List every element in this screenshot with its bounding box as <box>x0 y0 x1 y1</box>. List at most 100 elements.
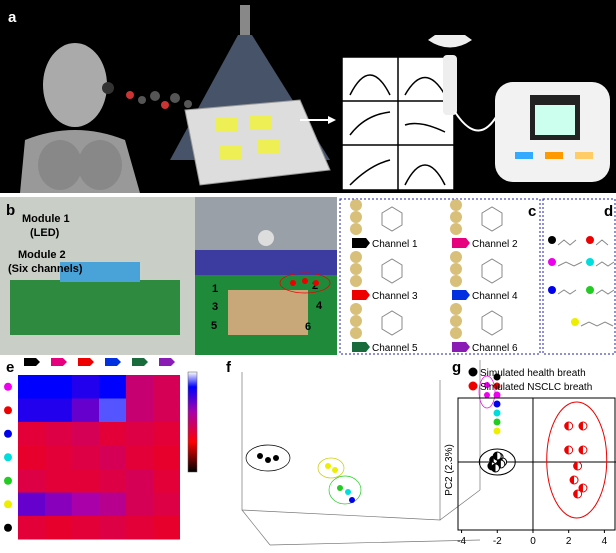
channel-swatch <box>452 238 470 248</box>
column-marker <box>51 358 67 366</box>
heat-cell <box>72 422 99 446</box>
heat-cell <box>99 516 126 540</box>
row-marker <box>4 523 12 532</box>
scatter-point-half <box>578 422 583 430</box>
heat-cell <box>72 516 99 540</box>
heat-cell <box>153 398 180 422</box>
ring <box>481 206 503 232</box>
plot-frame <box>457 397 616 531</box>
heat-cell <box>153 422 180 446</box>
heat-cell <box>18 422 45 446</box>
scatter-point-half <box>487 462 492 470</box>
scatter-point-half <box>573 462 578 470</box>
group-ellipse <box>546 401 608 519</box>
heat-cell <box>99 445 126 469</box>
y-axis-label: PC2 (2.3%) <box>444 444 455 496</box>
sensor-array <box>170 5 331 186</box>
panel-label: b <box>6 202 15 219</box>
panel-label: g <box>452 359 461 376</box>
handheld-device <box>428 35 610 182</box>
channel-label: Channel 6 <box>472 343 518 354</box>
pca-3d <box>241 272 496 546</box>
column-marker <box>24 358 40 366</box>
x-tick-label: 2 <box>566 536 572 547</box>
scatter-point-half <box>564 446 569 454</box>
row-marker <box>4 406 12 415</box>
column-marker <box>132 358 148 366</box>
response-curves <box>341 56 455 191</box>
pcb <box>10 280 180 335</box>
channel-label: Channel 5 <box>372 343 418 354</box>
heat-cell <box>72 375 99 399</box>
chip <box>228 290 308 335</box>
panel-c-box <box>339 198 541 355</box>
x-tick-label: -2 <box>493 536 502 547</box>
heat-cell <box>45 516 72 540</box>
heat-cell <box>126 492 153 516</box>
heat-cell <box>126 516 153 540</box>
heat-cell <box>45 492 72 516</box>
panel-label: d <box>604 203 613 220</box>
heat-cell <box>126 469 153 493</box>
scatter-point-half <box>570 476 575 484</box>
channel-number: 3 <box>212 301 218 313</box>
scatter-point-half <box>573 490 578 498</box>
gold-atom <box>450 223 462 235</box>
gold-atom <box>350 223 362 235</box>
gold-atom <box>350 263 362 275</box>
heat-cell <box>18 398 45 422</box>
module-label: (Six channels) <box>8 263 83 275</box>
column-marker <box>78 358 94 366</box>
panel-label: f <box>226 359 232 376</box>
heat-cell <box>99 492 126 516</box>
channel-swatch <box>352 238 370 248</box>
ring <box>481 258 503 284</box>
scatter-point-half <box>493 452 498 460</box>
heat-cell <box>45 375 72 399</box>
molecule-chain <box>126 91 192 109</box>
x-tick-label: 4 <box>602 536 608 547</box>
heat-cell <box>18 516 45 540</box>
molecule-icons <box>350 199 503 352</box>
pca-clusters <box>257 278 490 503</box>
gold-atom <box>450 263 462 275</box>
heat-cell <box>153 516 180 540</box>
heat-cell <box>18 445 45 469</box>
ring <box>481 310 503 336</box>
gold-atom <box>350 199 362 211</box>
heat-cell <box>18 469 45 493</box>
channel-label: Channel 1 <box>372 239 418 250</box>
ring <box>381 258 403 284</box>
panel-label: e <box>6 359 14 376</box>
x-tick-label: -4 <box>457 536 466 547</box>
channel-number: 5 <box>211 320 217 332</box>
channel-label: Channel 3 <box>372 291 418 302</box>
gold-atom <box>450 199 462 211</box>
channel-number: 6 <box>305 321 311 333</box>
heat-cell <box>126 422 153 446</box>
row-marker <box>4 453 12 462</box>
heat-cell <box>126 375 153 399</box>
heatmap <box>4 358 180 540</box>
gold-atom <box>450 315 462 327</box>
row-marker <box>4 429 12 438</box>
gold-atom <box>350 211 362 223</box>
channel-number: 4 <box>316 300 323 312</box>
heat-cell <box>99 375 126 399</box>
legend-entry: Simulated health breath <box>480 368 586 379</box>
ring <box>381 310 403 336</box>
heat-cell <box>153 375 180 399</box>
gold-atom <box>450 303 462 315</box>
gold-atom <box>350 251 362 263</box>
arrowhead <box>328 116 336 124</box>
heat-cell <box>153 469 180 493</box>
row-marker <box>4 476 12 485</box>
scatter-point-half <box>564 422 569 430</box>
heat-cell <box>153 492 180 516</box>
analyte-icons <box>548 236 615 327</box>
panel-d-box <box>542 198 616 355</box>
pca-legend <box>493 373 501 435</box>
gold-atom <box>350 315 362 327</box>
heat-cell <box>126 398 153 422</box>
